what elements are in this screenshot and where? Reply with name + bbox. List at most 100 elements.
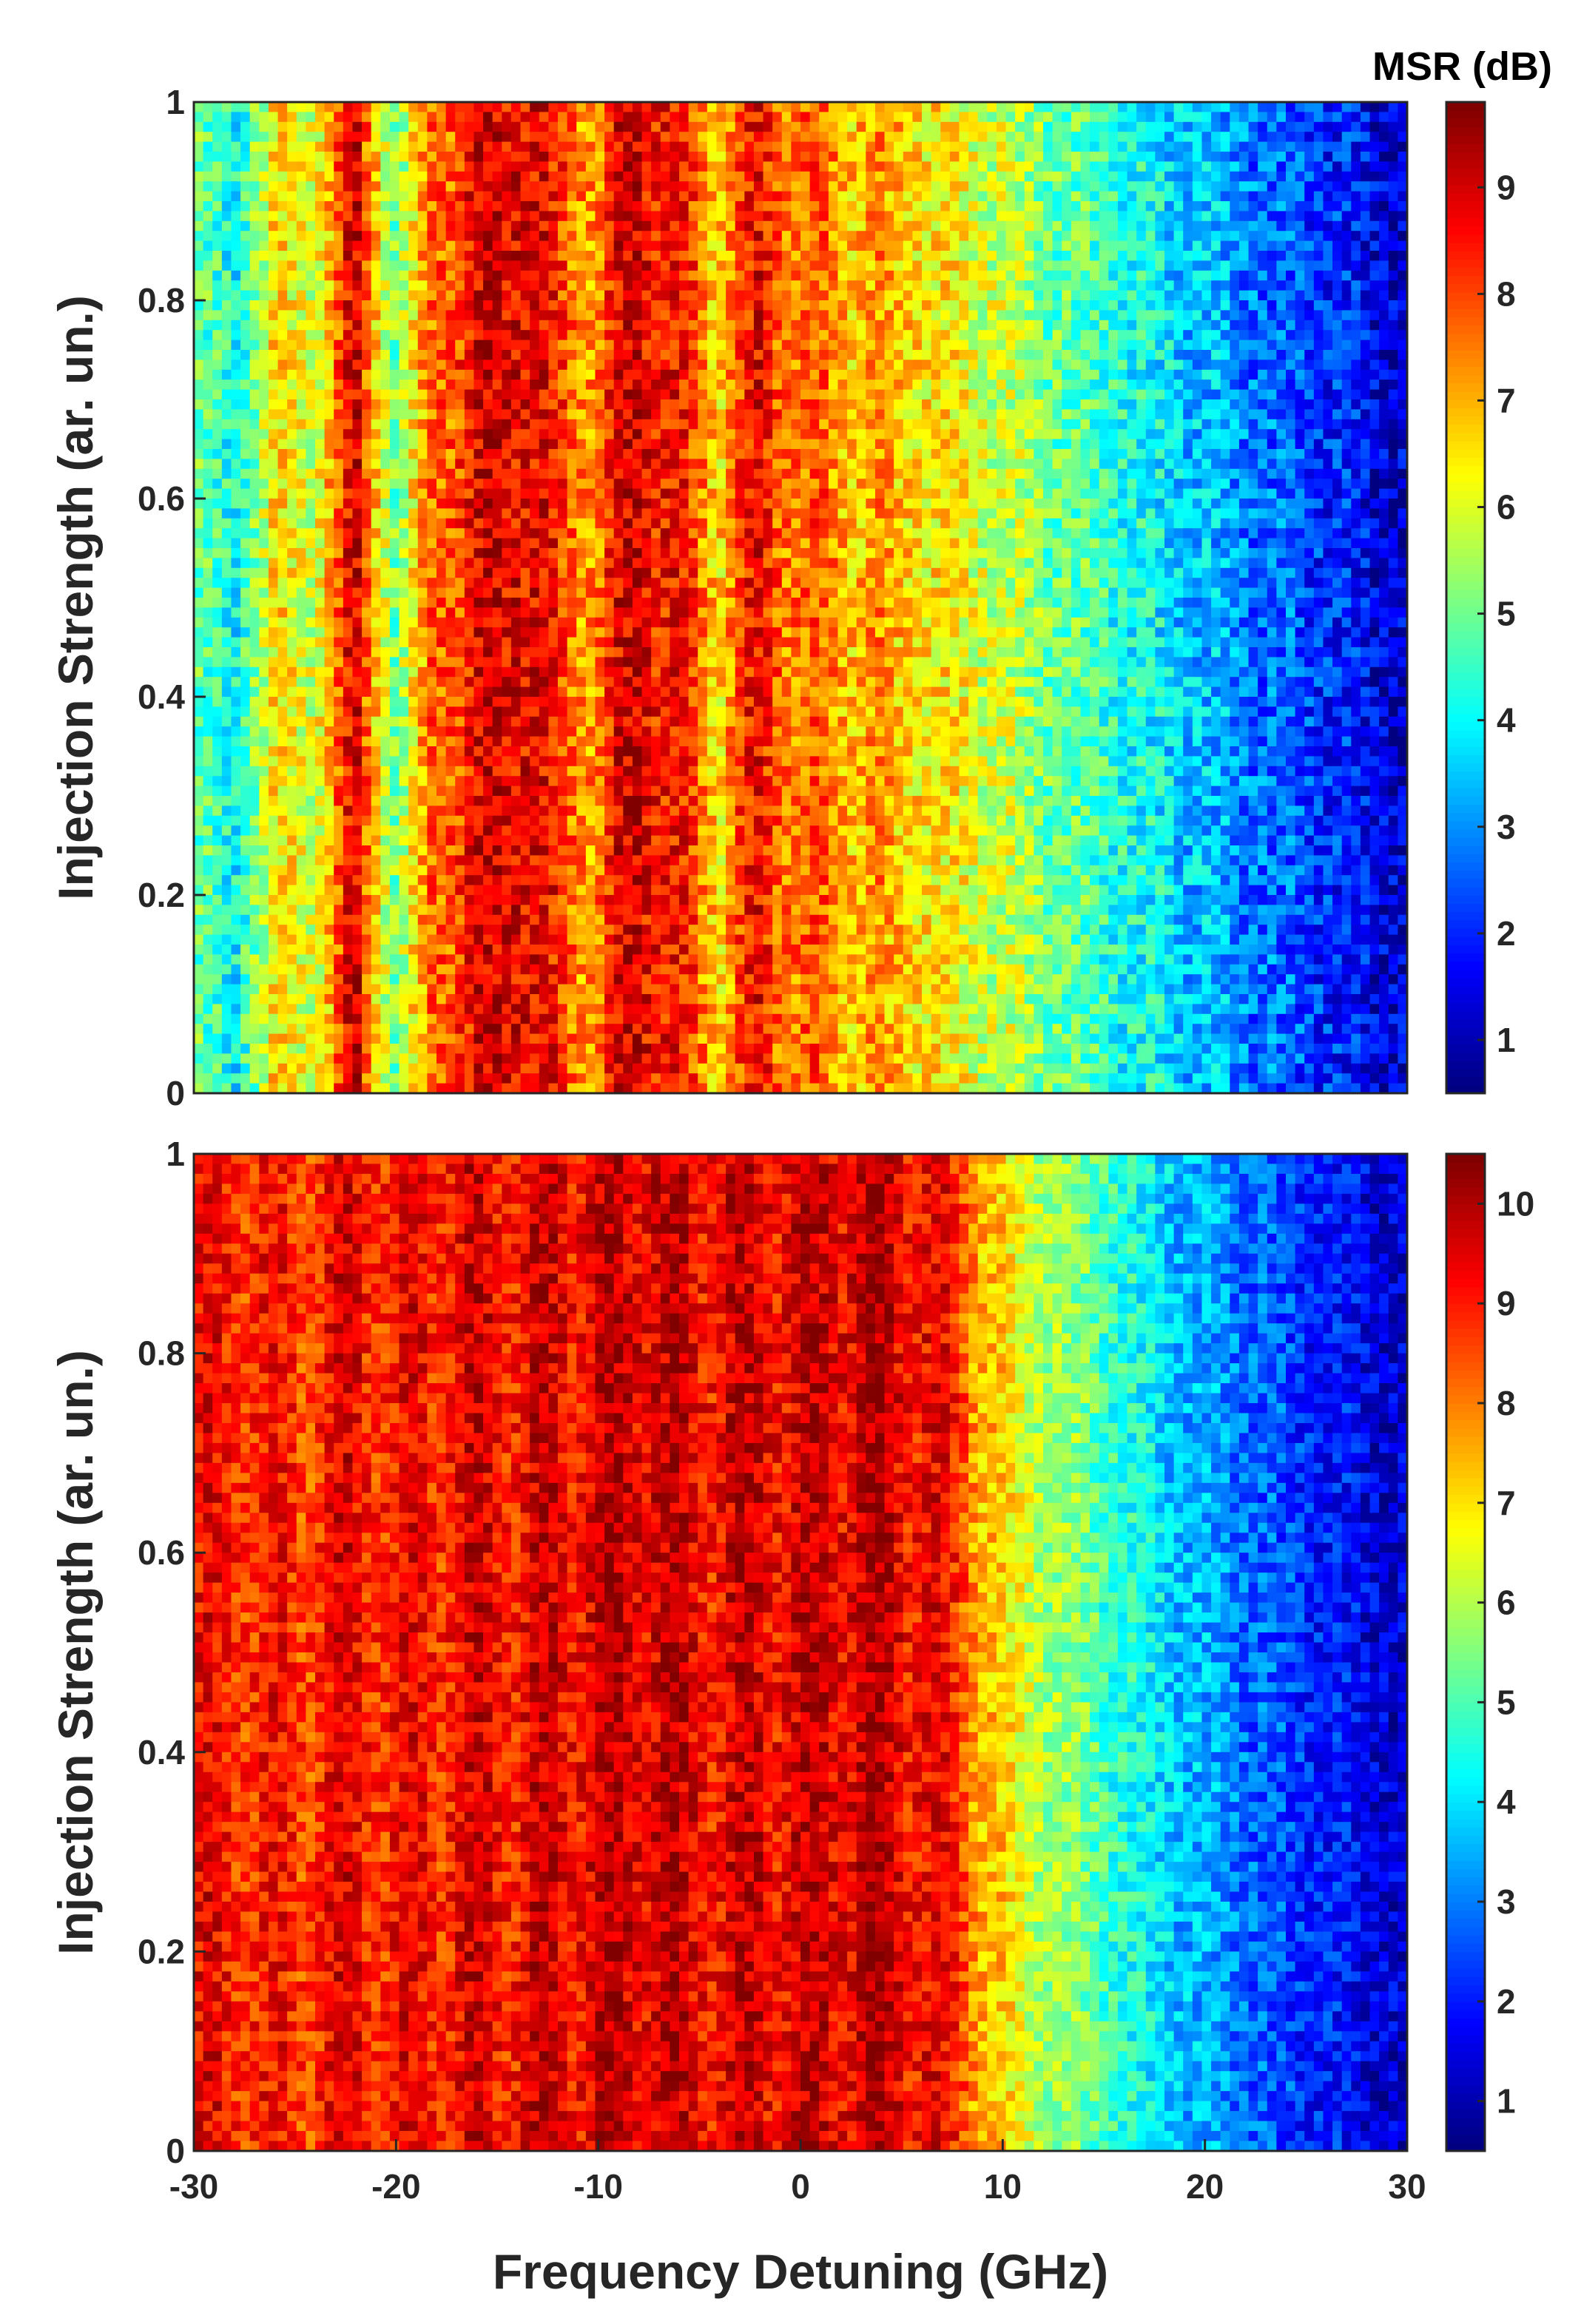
- heatmap-cell: [576, 399, 587, 410]
- heatmap-cell: [259, 251, 269, 261]
- heatmap-cell: [455, 369, 465, 380]
- heatmap-cell: [296, 518, 306, 529]
- heatmap-cell: [268, 974, 279, 985]
- heatmap-cell: [623, 300, 633, 311]
- heatmap-cell: [595, 152, 605, 162]
- heatmap-cell: [613, 1083, 624, 1094]
- heatmap-cell: [539, 815, 549, 826]
- heatmap-cell: [334, 1063, 344, 1074]
- heatmap-cell: [324, 409, 334, 420]
- heatmap-cell: [632, 925, 643, 936]
- heatmap-cell: [436, 171, 447, 182]
- heatmap-cell: [539, 508, 549, 519]
- heatmap-cell: [427, 379, 437, 391]
- heatmap-cell: [212, 716, 223, 727]
- heatmap-cell: [502, 231, 512, 242]
- heatmap-cell: [389, 677, 400, 688]
- heatmap-cell: [259, 954, 269, 965]
- heatmap-cell: [651, 716, 661, 727]
- heatmap-cell: [306, 657, 316, 668]
- heatmap-cell: [530, 171, 540, 182]
- heatmap-cell: [427, 102, 437, 112]
- heatmap-cell: [483, 330, 493, 341]
- heatmap-cell: [371, 805, 381, 817]
- heatmap-cell: [408, 825, 419, 837]
- heatmap-cell: [259, 379, 269, 391]
- heatmap-cell: [324, 994, 334, 1004]
- heatmap-cell: [389, 914, 400, 925]
- heatmap-cell: [287, 598, 297, 608]
- heatmap-cell: [483, 578, 493, 589]
- heatmap-cell: [464, 152, 475, 162]
- heatmap-cell: [287, 567, 297, 578]
- heatmap-cell: [371, 994, 381, 1004]
- heatmap-cell: [389, 389, 400, 400]
- heatmap-cell: [492, 518, 502, 529]
- heatmap-cell: [510, 766, 522, 777]
- heatmap-cell: [315, 905, 326, 916]
- heatmap-cell: [408, 815, 419, 826]
- heatmap-cell: [371, 399, 381, 410]
- heatmap-cell: [259, 964, 269, 975]
- heatmap-cell: [296, 647, 306, 658]
- heatmap-cell: [632, 666, 643, 678]
- heatmap-cell: [315, 1004, 326, 1015]
- heatmap-cell: [389, 686, 400, 697]
- heatmap-cell: [576, 528, 587, 539]
- heatmap-cell: [436, 984, 447, 995]
- heatmap-cell: [548, 697, 559, 707]
- heatmap-cell: [231, 666, 241, 678]
- heatmap-cell: [632, 171, 643, 182]
- heatmap-cell: [427, 112, 437, 123]
- heatmap-cell: [539, 716, 549, 727]
- heatmap-cell: [492, 835, 502, 846]
- heatmap-cell: [585, 240, 596, 251]
- heatmap-cell: [203, 359, 213, 371]
- heatmap-cell: [548, 766, 559, 777]
- heatmap-cell: [362, 578, 372, 589]
- heatmap-cell: [651, 518, 661, 529]
- heatmap-cell: [221, 964, 232, 975]
- heatmap-cell: [483, 934, 493, 945]
- heatmap-cell: [315, 369, 326, 380]
- heatmap-cell: [194, 796, 204, 806]
- heatmap-cell: [567, 468, 577, 479]
- heatmap-cell: [194, 508, 204, 519]
- heatmap-cell: [473, 647, 484, 658]
- heatmap-cell: [595, 1013, 605, 1024]
- heatmap-cell: [352, 567, 363, 578]
- heatmap-cell: [249, 1024, 260, 1035]
- heatmap-cell: [306, 994, 316, 1004]
- heatmap-cell: [343, 598, 354, 608]
- heatmap-cell: [417, 805, 428, 817]
- heatmap-cell: [221, 508, 232, 519]
- heatmap-cell: [334, 914, 344, 925]
- heatmap-cell: [324, 657, 334, 668]
- heatmap-cell: [576, 637, 587, 648]
- heatmap-cell: [510, 934, 522, 945]
- heatmap-cell: [539, 617, 549, 628]
- heatmap-cell: [231, 825, 241, 837]
- heatmap-cell: [436, 359, 447, 371]
- heatmap-cell: [595, 231, 605, 242]
- heatmap-cell: [445, 439, 456, 450]
- heatmap-cell: [352, 191, 363, 202]
- heatmap-cell: [417, 240, 428, 251]
- heatmap-cell: [212, 835, 223, 846]
- heatmap-cell: [530, 855, 540, 866]
- heatmap-cell: [334, 310, 344, 321]
- heatmap-cell: [604, 359, 615, 371]
- heatmap-cell: [306, 260, 316, 271]
- heatmap-cell: [343, 350, 354, 360]
- heatmap-cell: [585, 558, 596, 569]
- heatmap-cell: [483, 300, 493, 311]
- heatmap-cell: [389, 231, 400, 242]
- heatmap-cell: [240, 449, 251, 459]
- heatmap-cell: [362, 488, 372, 499]
- heatmap-cell: [651, 578, 661, 589]
- heatmap-cell: [473, 449, 484, 459]
- heatmap-cell: [334, 825, 344, 837]
- heatmap-cell: [249, 409, 260, 420]
- heatmap-cell: [306, 499, 316, 509]
- heatmap-cell: [352, 1053, 363, 1064]
